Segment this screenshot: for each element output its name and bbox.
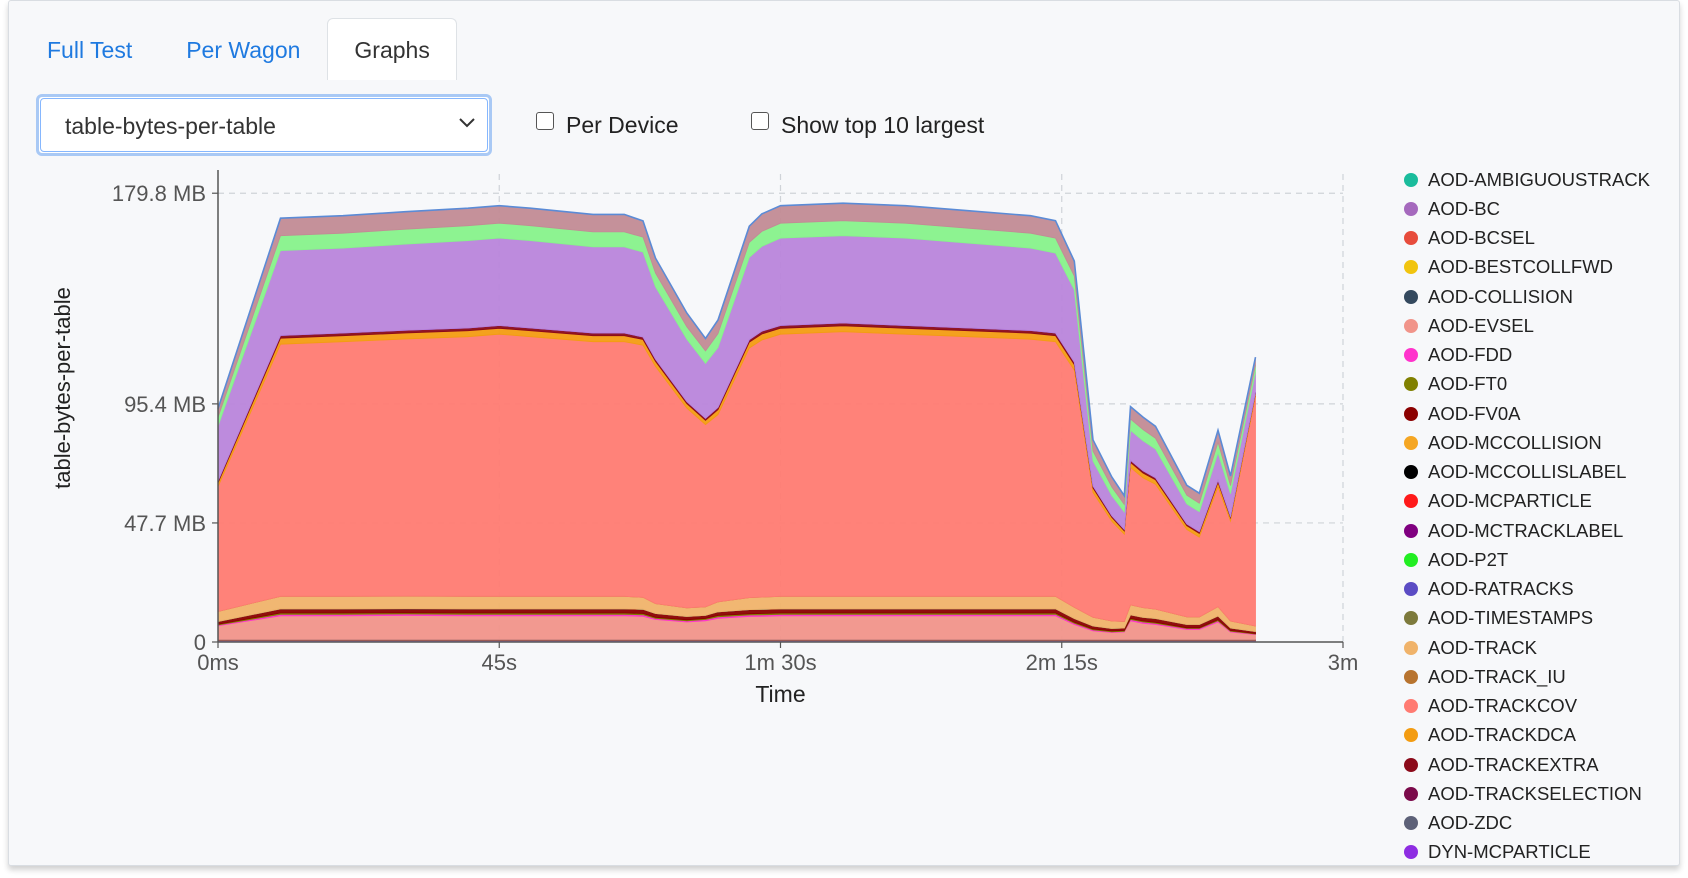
legend-swatch: [1404, 699, 1418, 714]
legend-label: AOD-COLLISION: [1428, 285, 1573, 307]
legend-item[interactable]: AOD-TRACKEXTRA: [1404, 750, 1674, 779]
legend-label: AOD-TIMESTAMPS: [1428, 607, 1594, 629]
legend-swatch: [1404, 816, 1418, 831]
legend-label: AOD-MCPARTICLE: [1428, 490, 1592, 512]
legend-item[interactable]: AOD-MCTRACKLABEL: [1404, 516, 1674, 545]
legend-swatch: [1404, 435, 1418, 450]
y-axis-label: table-bytes-per-table: [50, 287, 75, 489]
x-tick-label: 2m 15s: [1026, 650, 1098, 675]
legend-item[interactable]: AOD-EVSEL: [1404, 311, 1674, 340]
legend-item[interactable]: AOD-TRACKSELECTION: [1404, 779, 1674, 808]
legend-label: AOD-FDD: [1428, 344, 1513, 366]
legend-item[interactable]: AOD-ZDC: [1404, 809, 1674, 838]
legend-label: AOD-MCCOLLISLABEL: [1428, 461, 1627, 483]
x-tick-label: 1m 30s: [744, 650, 816, 675]
legend-label: DYN-MCPARTICLE: [1428, 841, 1591, 863]
legend-swatch: [1404, 728, 1418, 743]
stacked-area-chart: 0 47.7 MB 95.4 MB 179.8 MB 0ms 45s 1m 30s 2m 15…: [50, 170, 1359, 707]
tab-bar: Full Test Per Wagon Graphs: [20, 18, 457, 80]
top10-toggle[interactable]: Show top 10 largest: [751, 111, 985, 139]
legend-label: AOD-AMBIGUOUSTRACK: [1428, 168, 1651, 190]
y-tick-label: 95.4 MB: [124, 392, 206, 417]
y-tick-label: 47.7 MB: [124, 511, 206, 536]
legend-item[interactable]: AOD-AMBIGUOUSTRACK: [1404, 165, 1674, 194]
legend-label: AOD-BESTCOLLFWD: [1428, 256, 1614, 278]
per-device-toggle[interactable]: Per Device: [536, 111, 679, 139]
legend-label: AOD-BC: [1428, 197, 1500, 219]
legend-swatch: [1404, 172, 1418, 187]
legend-swatch: [1404, 231, 1418, 246]
tab-per-wagon[interactable]: Per Wagon: [186, 37, 301, 63]
legend-item[interactable]: AOD-TRACK: [1404, 633, 1674, 662]
top10-label: Show top 10 largest: [781, 112, 985, 138]
legend-label: AOD-BCSEL: [1428, 227, 1535, 249]
legend-item[interactable]: AOD-BC: [1404, 194, 1674, 223]
legend-item[interactable]: AOD-TRACK_IU: [1404, 662, 1674, 691]
legend-swatch: [1404, 406, 1418, 421]
legend-label: AOD-P2T: [1428, 548, 1509, 570]
legend-swatch: [1404, 465, 1418, 480]
legend-swatch: [1404, 786, 1418, 801]
legend-item[interactable]: AOD-TRACKCOV: [1404, 692, 1674, 721]
stack-top-line: [217, 202, 1257, 499]
tab-full-test[interactable]: Full Test: [47, 37, 133, 63]
legend-swatch: [1404, 757, 1418, 772]
legend-label: AOD-RATRACKS: [1428, 578, 1574, 600]
x-tick-label: 3m: [1328, 650, 1359, 675]
x-axis-label: Time: [755, 681, 805, 707]
legend-item[interactable]: AOD-FT0: [1404, 370, 1674, 399]
legend-swatch: [1404, 318, 1418, 333]
legend-label: AOD-TRACKCOV: [1428, 695, 1578, 717]
legend-swatch: [1404, 494, 1418, 509]
top10-checkbox[interactable]: [751, 111, 769, 130]
y-tick-label: 179.8 MB: [112, 181, 206, 206]
legend-swatch: [1404, 640, 1418, 655]
legend-label: AOD-ZDC: [1428, 812, 1513, 834]
metric-select-value: table-bytes-per-table: [40, 98, 488, 152]
legend-item[interactable]: AOD-BESTCOLLFWD: [1404, 253, 1674, 282]
legend-item[interactable]: AOD-TIMESTAMPS: [1404, 604, 1674, 633]
legend-label: AOD-EVSEL: [1428, 314, 1534, 336]
legend-label: AOD-TRACKDCA: [1428, 724, 1577, 746]
tab-graphs[interactable]: Graphs: [327, 18, 457, 80]
chart-legend: AOD-AMBIGUOUSTRACK AOD-BC AOD-BCSEL AOD-BES…: [1404, 165, 1674, 867]
legend-swatch: [1404, 348, 1418, 363]
legend-label: AOD-TRACKEXTRA: [1428, 753, 1599, 775]
legend-label: AOD-TRACK_IU: [1428, 665, 1566, 687]
legend-swatch: [1404, 552, 1418, 567]
legend-item[interactable]: AOD-P2T: [1404, 545, 1674, 574]
x-tick-label: 45s: [482, 650, 517, 675]
legend-item[interactable]: AOD-MCCOLLISLABEL: [1404, 458, 1674, 487]
legend-item[interactable]: AOD-RATRACKS: [1404, 575, 1674, 604]
legend-item[interactable]: AOD-MCPARTICLE: [1404, 487, 1674, 516]
legend-item[interactable]: AOD-FDD: [1404, 341, 1674, 370]
legend-swatch: [1404, 289, 1418, 304]
x-tick-label: 0ms: [197, 650, 239, 675]
legend-label: AOD-MCTRACKLABEL: [1428, 519, 1624, 541]
legend-item[interactable]: AOD-MCCOLLISION: [1404, 428, 1674, 457]
legend-item[interactable]: AOD-TRACKDCA: [1404, 721, 1674, 750]
legend-swatch: [1404, 669, 1418, 684]
legend-swatch: [1404, 260, 1418, 275]
legend-label: AOD-FT0: [1428, 373, 1508, 395]
legend-label: AOD-TRACK: [1428, 636, 1537, 658]
per-device-checkbox[interactable]: [536, 111, 554, 130]
legend-swatch: [1404, 201, 1418, 216]
legend-label: AOD-TRACKSELECTION: [1428, 782, 1642, 804]
legend-item[interactable]: AOD-BCSEL: [1404, 224, 1674, 253]
legend-label: AOD-FV0A: [1428, 402, 1521, 424]
legend-swatch: [1404, 523, 1418, 538]
legend-item[interactable]: AOD-FV0A: [1404, 399, 1674, 428]
chevron-down-icon: [459, 118, 475, 128]
legend-label: AOD-MCCOLLISION: [1428, 431, 1602, 453]
metric-select[interactable]: table-bytes-per-table: [36, 94, 492, 156]
legend-swatch: [1404, 377, 1418, 392]
legend-item[interactable]: AOD-COLLISION: [1404, 282, 1674, 311]
legend-item[interactable]: DYN-MCPARTICLE: [1404, 838, 1674, 867]
legend-swatch: [1404, 582, 1418, 597]
legend-swatch: [1404, 845, 1418, 860]
legend-swatch: [1404, 611, 1418, 626]
y-tick-label: 0: [194, 630, 206, 655]
per-device-label: Per Device: [566, 112, 679, 138]
